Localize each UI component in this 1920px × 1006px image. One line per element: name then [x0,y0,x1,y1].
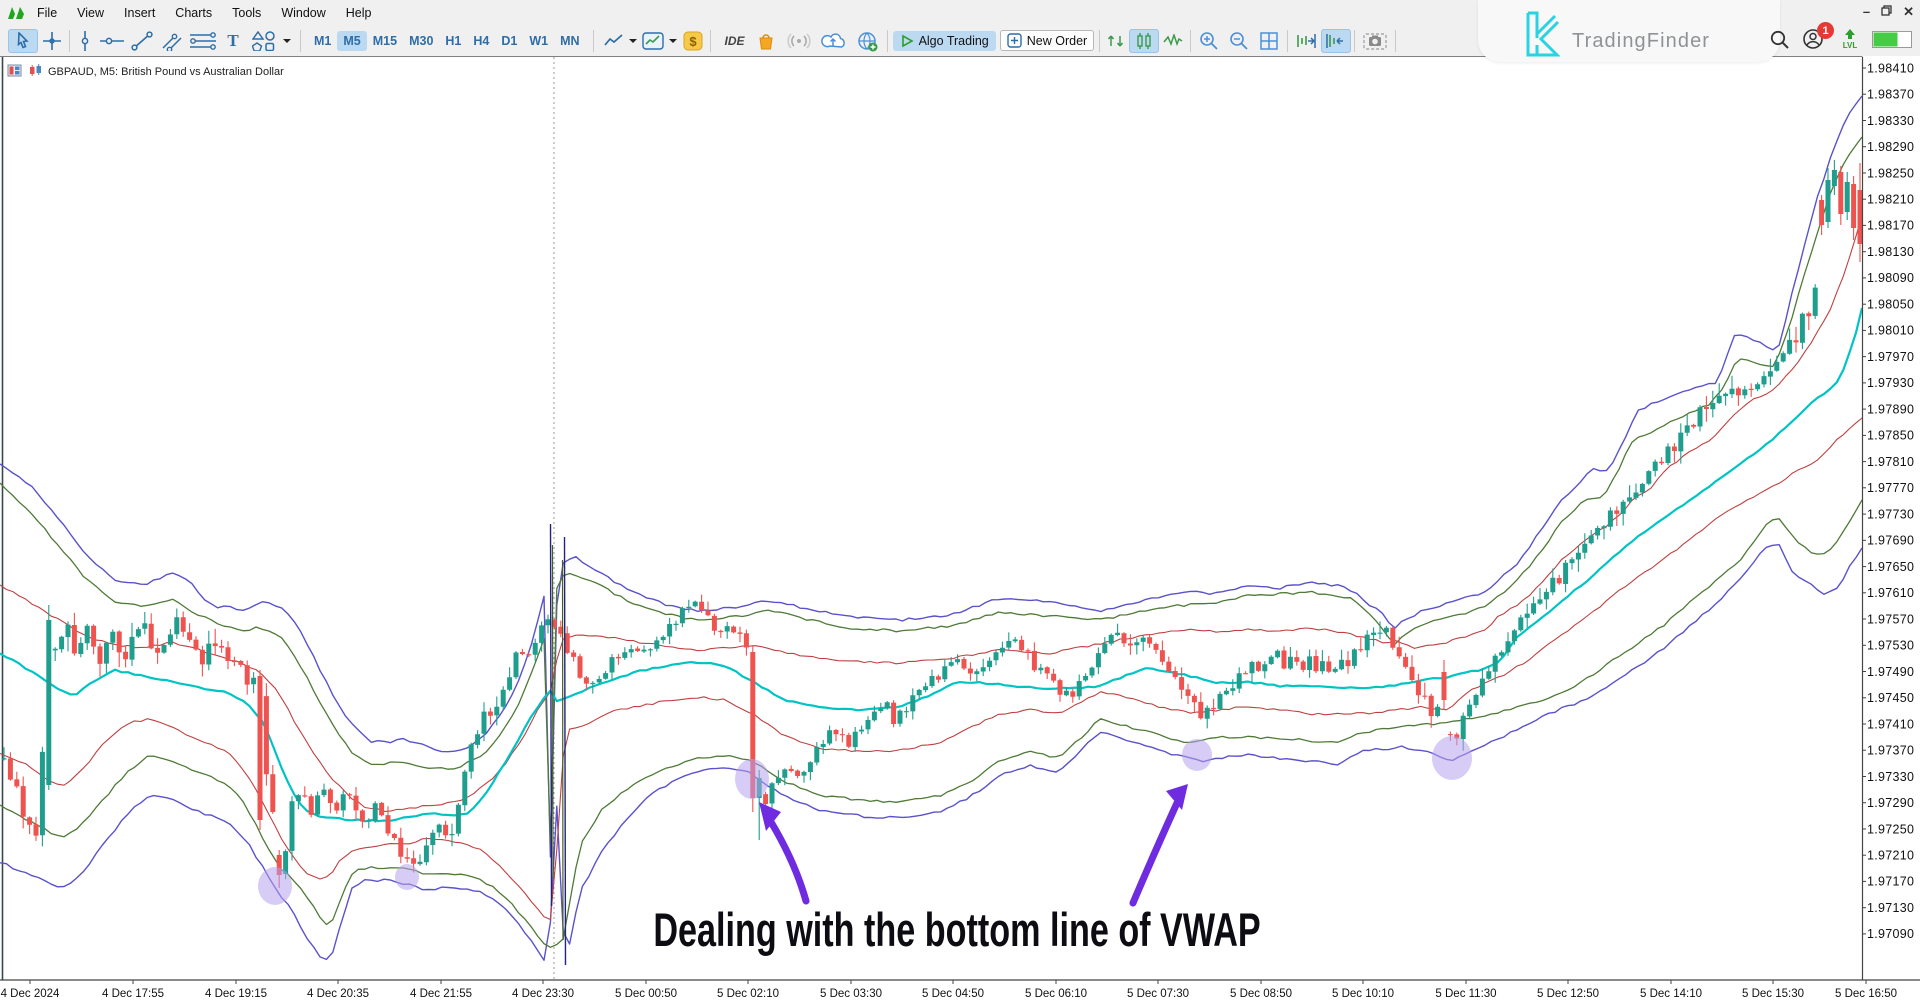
svg-text:1.97610: 1.97610 [1867,586,1914,600]
svg-text:4 Dec 17:55: 4 Dec 17:55 [102,988,164,1000]
svg-text:5 Dec 14:10: 5 Dec 14:10 [1640,988,1702,1000]
svg-text:1.97450: 1.97450 [1867,691,1914,705]
svg-text:5 Dec 12:50: 5 Dec 12:50 [1537,988,1599,1000]
svg-text:1.98250: 1.98250 [1867,166,1914,180]
svg-text:1.97650: 1.97650 [1867,560,1914,574]
svg-text:1.97570: 1.97570 [1867,612,1914,626]
svg-text:5 Dec 15:30: 5 Dec 15:30 [1742,988,1804,1000]
svg-text:1.97090: 1.97090 [1867,927,1914,941]
svg-text:1.97490: 1.97490 [1867,665,1914,679]
svg-text:$: $ [689,34,697,49]
svg-text:1.97970: 1.97970 [1867,350,1914,364]
svg-text:5 Dec 08:50: 5 Dec 08:50 [1230,988,1292,1000]
svg-text:5 Dec 11:30: 5 Dec 11:30 [1435,988,1496,1000]
svg-text:1.98050: 1.98050 [1867,298,1914,312]
svg-text:1.97770: 1.97770 [1867,481,1914,495]
svg-text:1.98370: 1.98370 [1867,88,1914,102]
svg-text:5 Dec 07:30: 5 Dec 07:30 [1127,988,1189,1000]
svg-text:1.98410: 1.98410 [1867,61,1914,75]
svg-text:5 Dec 16:50: 5 Dec 16:50 [1835,988,1897,1000]
svg-text:5 Dec 10:10: 5 Dec 10:10 [1332,988,1394,1000]
svg-text:5 Dec 04:50: 5 Dec 04:50 [922,988,984,1000]
svg-text:1.97730: 1.97730 [1867,507,1914,521]
svg-text:1.97410: 1.97410 [1867,717,1914,731]
svg-text:1.97290: 1.97290 [1867,796,1914,810]
svg-text:1.98090: 1.98090 [1867,271,1914,285]
svg-text:5 Dec 03:30: 5 Dec 03:30 [820,988,882,1000]
svg-text:4 Dec 20:35: 4 Dec 20:35 [307,988,369,1000]
svg-text:1.97130: 1.97130 [1867,901,1914,915]
svg-text:GBPAUD, M5: British Pound vs: GBPAUD, M5: British Pound vs Australian … [48,66,284,78]
svg-text:1.97250: 1.97250 [1867,822,1914,836]
svg-text:1.98210: 1.98210 [1867,193,1914,207]
svg-text:1.97890: 1.97890 [1867,402,1914,416]
svg-text:5 Dec 06:10: 5 Dec 06:10 [1025,988,1087,1000]
svg-text:4 Dec 2024: 4 Dec 2024 [1,988,60,1000]
svg-text:5 Dec 02:10: 5 Dec 02:10 [717,988,779,1000]
svg-text:1.98170: 1.98170 [1867,219,1914,233]
svg-text:1.98330: 1.98330 [1867,114,1914,128]
svg-text:1.98290: 1.98290 [1867,140,1914,154]
svg-text:1.97850: 1.97850 [1867,429,1914,443]
svg-text:1.97690: 1.97690 [1867,534,1914,548]
svg-text:4 Dec 23:30: 4 Dec 23:30 [512,988,574,1000]
svg-text:1.97810: 1.97810 [1867,455,1914,469]
svg-text:4 Dec 19:15: 4 Dec 19:15 [205,988,267,1000]
svg-text:1.97330: 1.97330 [1867,770,1914,784]
svg-text:1.97930: 1.97930 [1867,376,1914,390]
svg-text:5 Dec 00:50: 5 Dec 00:50 [615,988,677,1000]
svg-text:1.98010: 1.98010 [1867,324,1914,338]
svg-text:1.97210: 1.97210 [1867,849,1914,863]
svg-text:4 Dec 21:55: 4 Dec 21:55 [410,988,472,1000]
svg-text:1.98130: 1.98130 [1867,245,1914,259]
svg-text:1.97170: 1.97170 [1867,875,1914,889]
svg-text:1.97370: 1.97370 [1867,744,1914,758]
svg-text:LVL: LVL [1843,41,1858,50]
svg-text:1.97530: 1.97530 [1867,639,1914,653]
svg-text:Dealing with the bottom line o: Dealing with the bottom line of VWAP [653,904,1260,957]
